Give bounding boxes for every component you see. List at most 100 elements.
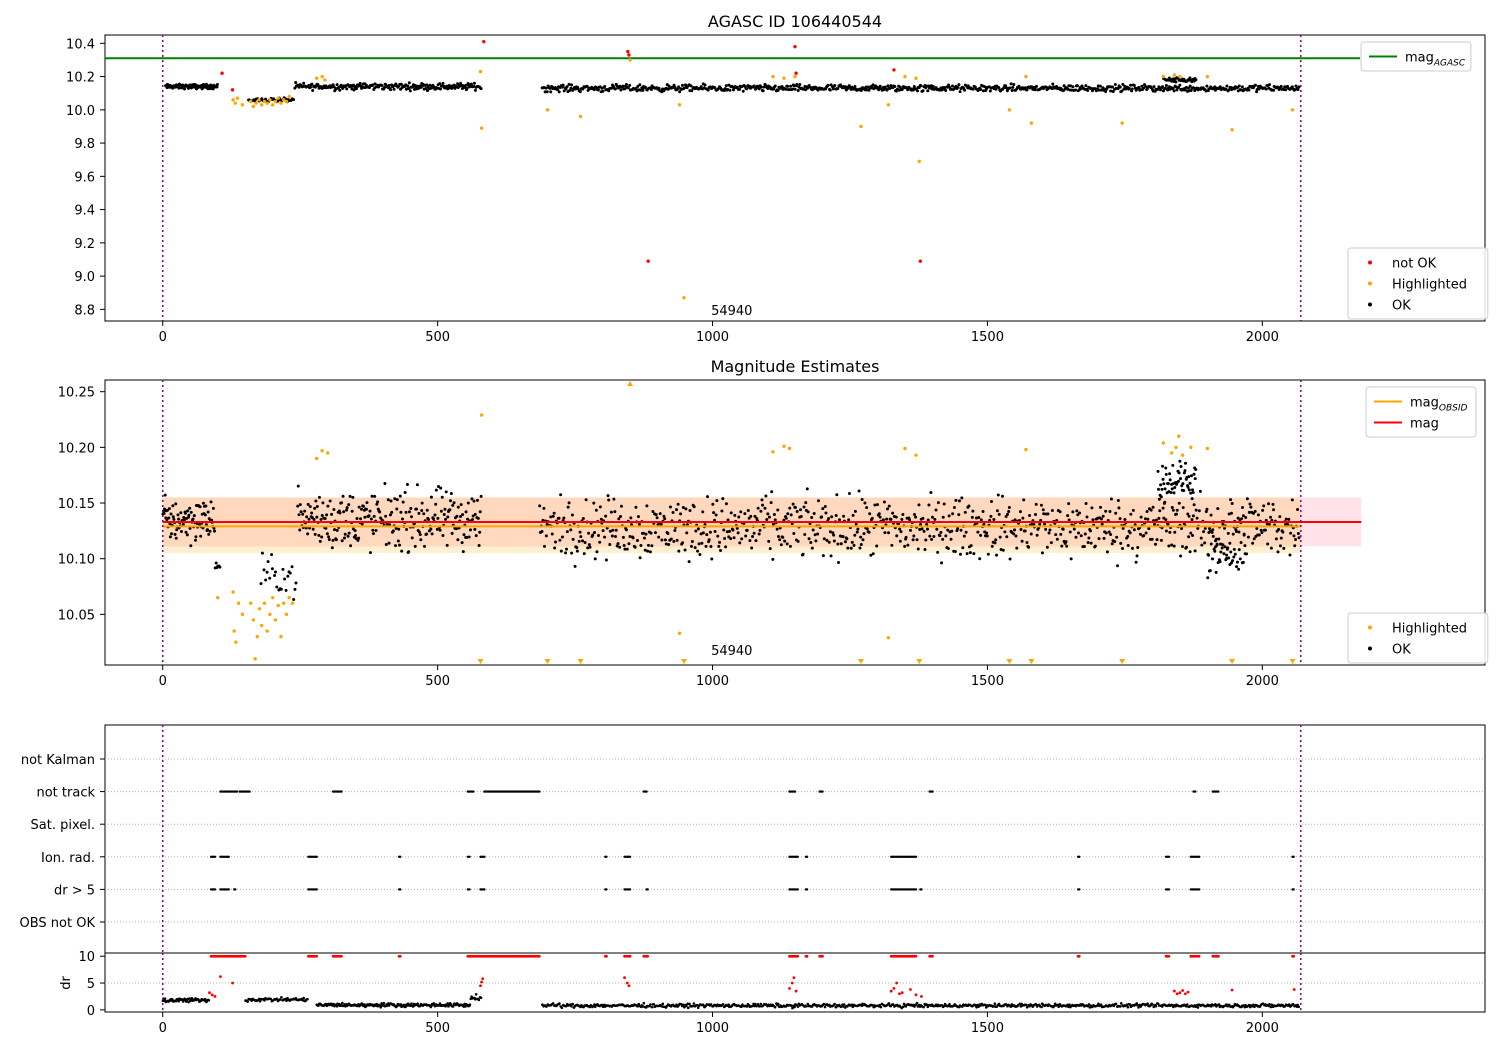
flag-point xyxy=(466,888,470,891)
ok-point xyxy=(827,540,831,544)
ok-point xyxy=(940,561,944,565)
ok-point xyxy=(192,514,196,518)
ok-point xyxy=(471,514,475,518)
dr-ok-point xyxy=(570,1005,573,1008)
ok-point xyxy=(565,530,569,534)
ok-point xyxy=(340,501,344,505)
ok-point xyxy=(1241,514,1245,518)
ok-point xyxy=(649,88,653,92)
ok-point xyxy=(179,529,183,533)
ok-point xyxy=(1269,546,1273,550)
dr-ok-point xyxy=(280,996,283,999)
ok-point xyxy=(1160,487,1164,491)
ok-point xyxy=(472,499,476,503)
dr-ok-point xyxy=(263,999,266,1002)
ok-point xyxy=(704,544,708,548)
ok-point xyxy=(624,528,628,532)
ok-point xyxy=(843,540,847,544)
legend-label: mag xyxy=(1410,417,1439,432)
dr-high-point xyxy=(898,992,901,996)
ok-point xyxy=(781,535,785,539)
dr-ok-point xyxy=(902,1002,906,1006)
ok-point xyxy=(675,538,679,542)
dr-ok-point xyxy=(1196,1006,1200,1009)
ok-point xyxy=(692,505,696,509)
not-ok-point xyxy=(626,49,630,54)
flag-point xyxy=(213,855,217,858)
ok-point xyxy=(181,522,185,526)
ok-point xyxy=(743,512,747,516)
flag-point xyxy=(399,888,402,891)
ok-point xyxy=(738,541,742,545)
ok-point xyxy=(311,527,315,531)
ok-point xyxy=(1278,515,1282,519)
dr-ok-point xyxy=(1297,1005,1301,1009)
ok-point xyxy=(813,533,817,537)
highlighted-point xyxy=(276,96,280,100)
ok-point xyxy=(1218,560,1222,564)
ok-point xyxy=(678,90,682,94)
ok-point xyxy=(1142,86,1146,90)
ok-point xyxy=(1147,527,1151,531)
ok-point xyxy=(683,83,687,87)
ok-point xyxy=(570,513,574,517)
ok-point xyxy=(1136,545,1140,549)
ok-point xyxy=(882,500,886,504)
flag-point xyxy=(1292,888,1295,891)
flag-point xyxy=(483,888,486,891)
flag-point xyxy=(1078,855,1081,858)
ok-point xyxy=(1058,510,1062,514)
ok-point xyxy=(674,508,678,512)
ok-point xyxy=(353,529,357,533)
ok-point xyxy=(835,493,839,497)
ok-point xyxy=(369,517,373,521)
ok-point xyxy=(842,514,846,518)
ok-point xyxy=(395,507,399,511)
ok-point xyxy=(1203,541,1207,545)
ok-point xyxy=(562,516,566,520)
ok-point xyxy=(1038,522,1042,526)
ok-point xyxy=(914,515,918,519)
ok-point xyxy=(587,531,591,535)
ok-point xyxy=(788,544,792,548)
ok-point xyxy=(717,544,721,548)
ok-point xyxy=(1238,557,1242,561)
highlighted-point xyxy=(287,595,291,600)
legend-box xyxy=(1347,247,1489,320)
ok-point xyxy=(776,534,780,538)
ok-point xyxy=(636,515,640,519)
ok-point xyxy=(284,588,288,592)
flag-point xyxy=(821,790,824,793)
ok-point xyxy=(752,531,756,535)
ok-point xyxy=(1046,512,1050,516)
highlighted-point xyxy=(478,69,483,74)
ok-point xyxy=(1195,516,1199,520)
ok-point xyxy=(799,508,803,512)
ok-point xyxy=(996,493,1000,497)
ok-point xyxy=(1259,528,1263,532)
dr-ok-point xyxy=(740,1005,743,1009)
ok-point xyxy=(1170,487,1174,491)
ok-point xyxy=(627,542,631,546)
ok-point xyxy=(1172,544,1176,548)
ok-point xyxy=(1029,532,1033,536)
ok-point xyxy=(663,517,667,521)
dr-high-point xyxy=(231,981,234,985)
below-range-marker xyxy=(477,659,484,664)
ok-point xyxy=(399,82,403,86)
ok-point xyxy=(748,539,752,543)
ok-point xyxy=(612,497,616,501)
dr-ok-point xyxy=(686,1006,690,1010)
y-tick-label: 10.0 xyxy=(66,104,95,119)
ok-point xyxy=(979,518,983,522)
ok-point xyxy=(465,535,469,539)
ok-point xyxy=(197,523,201,527)
ok-point xyxy=(660,538,664,542)
ok-point xyxy=(406,84,410,88)
dr-ok-point xyxy=(842,1003,846,1006)
ok-point xyxy=(1126,535,1130,539)
ok-point xyxy=(1156,469,1160,473)
ok-point xyxy=(215,82,219,86)
ok-point xyxy=(439,486,443,490)
ok-point xyxy=(1170,506,1174,510)
